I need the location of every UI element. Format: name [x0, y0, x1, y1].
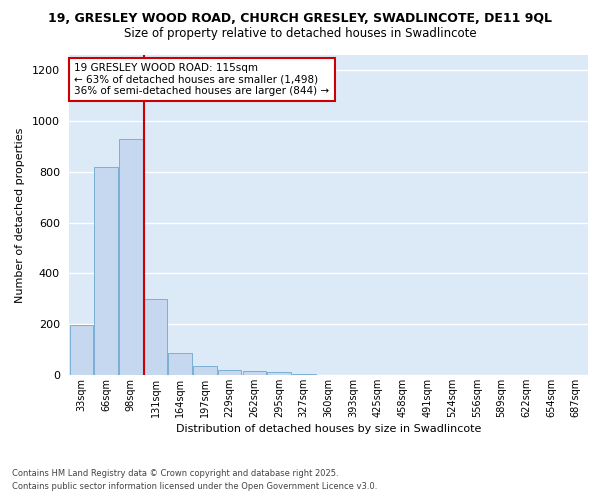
Text: 19 GRESLEY WOOD ROAD: 115sqm
← 63% of detached houses are smaller (1,498)
36% of: 19 GRESLEY WOOD ROAD: 115sqm ← 63% of de…	[74, 63, 329, 96]
Bar	[70, 326, 93, 375]
Bar	[242, 371, 266, 375]
Bar	[268, 372, 291, 375]
Text: 19, GRESLEY WOOD ROAD, CHURCH GRESLEY, SWADLINCOTE, DE11 9QL: 19, GRESLEY WOOD ROAD, CHURCH GRESLEY, S…	[48, 12, 552, 26]
Bar	[218, 370, 241, 375]
Text: Contains public sector information licensed under the Open Government Licence v3: Contains public sector information licen…	[12, 482, 377, 491]
Y-axis label: Number of detached properties: Number of detached properties	[15, 128, 25, 302]
Bar	[119, 139, 143, 375]
X-axis label: Distribution of detached houses by size in Swadlincote: Distribution of detached houses by size …	[176, 424, 481, 434]
Bar	[144, 299, 167, 375]
Bar	[292, 374, 316, 375]
Bar	[193, 366, 217, 375]
Text: Contains HM Land Registry data © Crown copyright and database right 2025.: Contains HM Land Registry data © Crown c…	[12, 468, 338, 477]
Text: Size of property relative to detached houses in Swadlincote: Size of property relative to detached ho…	[124, 28, 476, 40]
Bar	[169, 352, 192, 375]
Bar	[94, 166, 118, 375]
